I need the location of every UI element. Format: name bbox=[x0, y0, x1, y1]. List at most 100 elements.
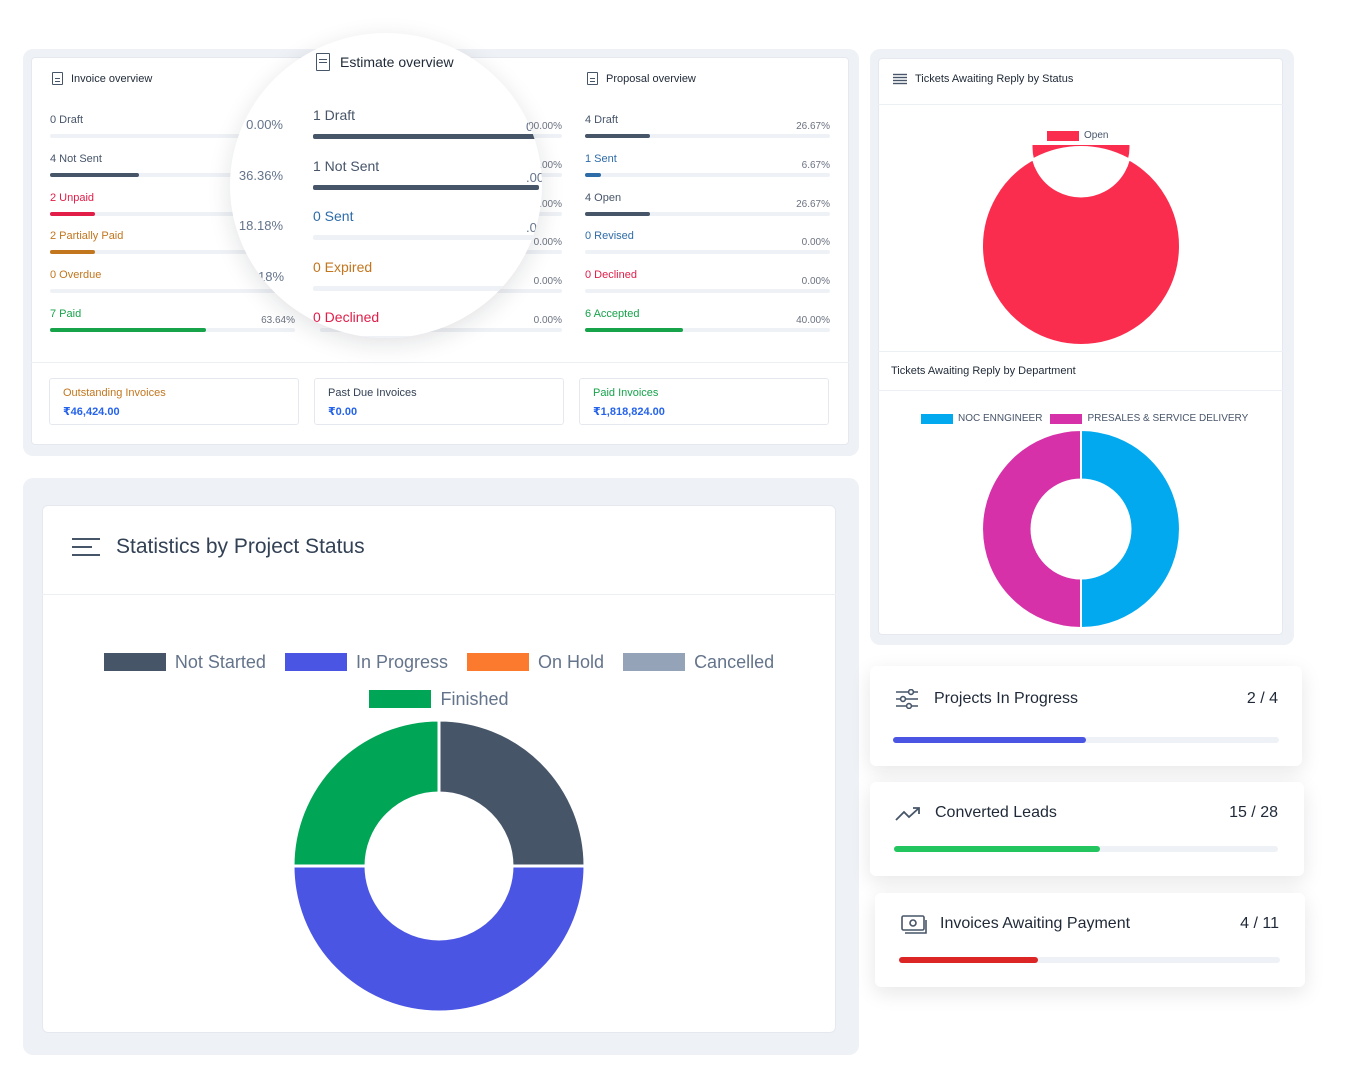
ticket-dept-slice-noc-enngineer[interactable] bbox=[1080, 428, 1181, 630]
invoices-awaiting-payment-card[interactable]: Invoices Awaiting Payment 4 / 11 bbox=[875, 893, 1305, 987]
invoices-progress-fill bbox=[899, 957, 1038, 963]
document-icon bbox=[52, 72, 63, 85]
proposal-row-pct: 6.67% bbox=[801, 159, 830, 171]
proposal-row-fill bbox=[585, 328, 683, 332]
proposal-row-label[interactable]: 1 Sent bbox=[585, 152, 617, 165]
past-due-invoices-box[interactable]: Past Due Invoices ₹0.00 bbox=[314, 378, 564, 425]
document-icon bbox=[316, 53, 330, 71]
proposal-row-fill bbox=[585, 134, 651, 138]
invoice-magnified-pct: 36.36% bbox=[238, 167, 283, 183]
legend-cancelled[interactable]: Cancelled bbox=[623, 645, 774, 679]
estimate-magnified-label[interactable]: 1 Not Sent bbox=[313, 157, 380, 174]
estimate-magnified-fill bbox=[313, 184, 539, 190]
estimate-overview-title: Estimate overview bbox=[316, 53, 454, 71]
estimate-row-pct: .00% bbox=[539, 198, 562, 210]
proposal-row-pct: 40.00% bbox=[796, 315, 830, 326]
proposal-row-pct: 0.00% bbox=[801, 276, 830, 288]
proposal-row-track bbox=[585, 211, 830, 216]
estimate-row-track bbox=[320, 328, 562, 332]
legend-swatch bbox=[467, 653, 529, 671]
proposal-overview-title: Proposal overview bbox=[587, 72, 696, 85]
tickets-department-title: Tickets Awaiting Reply by Department bbox=[891, 365, 1076, 377]
project-status-divider bbox=[42, 594, 836, 595]
proposal-row-label[interactable]: 4 Open bbox=[585, 191, 622, 204]
document-icon bbox=[587, 72, 598, 85]
legend-swatch-presales bbox=[1050, 413, 1083, 424]
invoice-row-label[interactable]: 4 Not Sent bbox=[50, 152, 102, 165]
proposal-row-track bbox=[585, 250, 830, 255]
projects-progress-track bbox=[893, 737, 1279, 743]
paid-invoices-label: Paid Invoices bbox=[593, 387, 659, 399]
tickets-department-donut bbox=[981, 428, 1181, 630]
legend-finished[interactable]: Finished bbox=[369, 682, 509, 716]
leads-progress-track bbox=[894, 846, 1278, 852]
estimate-magnified-pct: .00% bbox=[526, 220, 542, 235]
estimate-magnified-pct: 00.00% bbox=[526, 119, 542, 134]
outstanding-invoices-label: Outstanding Invoices bbox=[63, 387, 166, 399]
projects-progress-fill bbox=[893, 737, 1086, 743]
projects-in-progress-value: 2 / 4 bbox=[1246, 690, 1278, 707]
paid-invoices-value: ₹1,818,824.00 bbox=[593, 406, 665, 418]
legend-on-hold[interactable]: On Hold bbox=[467, 645, 604, 679]
estimate-magnified-label[interactable]: 0 Expired bbox=[313, 258, 373, 275]
sliders-icon bbox=[896, 689, 918, 709]
invoice-row-fill bbox=[50, 328, 206, 332]
proposal-row-label[interactable]: 0 Declined bbox=[585, 269, 637, 282]
legend-swatch-noc bbox=[921, 413, 953, 424]
estimate-row-pct: .00% bbox=[539, 159, 562, 171]
estimate-row-pct: 0.00% bbox=[533, 315, 562, 326]
invoice-magnified-pct: 0.00% bbox=[246, 117, 283, 132]
invoice-row-label[interactable]: 2 Unpaid bbox=[50, 191, 95, 204]
estimate-magnified-label[interactable]: 1 Draft bbox=[313, 107, 356, 123]
invoice-magnified-pct: 18% bbox=[258, 268, 285, 284]
trending-up-icon bbox=[895, 807, 920, 821]
converted-leads-value: 15 / 28 bbox=[1229, 804, 1278, 821]
project-status-slice-not-started[interactable] bbox=[437, 718, 587, 868]
invoice-row-label[interactable]: 0 Draft bbox=[50, 114, 84, 126]
invoice-row-label[interactable]: 0 Overdue bbox=[50, 269, 102, 282]
project-status-slice-in-progress[interactable] bbox=[291, 864, 587, 1014]
ticket-status-slice-open[interactable] bbox=[980, 145, 1181, 346]
estimate-magnified-fill bbox=[313, 134, 539, 139]
proposal-row-label[interactable]: 0 Revised bbox=[585, 230, 634, 243]
overview-divider bbox=[31, 362, 849, 363]
estimate-magnified-track bbox=[313, 235, 539, 240]
tickets-status-title: Tickets Awaiting Reply by Status bbox=[893, 73, 1073, 85]
estimate-magnified-label[interactable]: 0 Sent bbox=[313, 208, 354, 224]
estimate-row-pct: 0.00% bbox=[533, 237, 562, 249]
outstanding-invoices-box[interactable]: Outstanding Invoices ₹46,424.00 bbox=[49, 378, 299, 425]
past-due-invoices-label: Past Due Invoices bbox=[328, 387, 417, 399]
leads-progress-fill bbox=[894, 846, 1100, 852]
invoice-row-track bbox=[50, 172, 295, 177]
proposal-row-track bbox=[585, 172, 830, 177]
proposal-row-fill bbox=[585, 172, 602, 177]
paid-invoices-box[interactable]: Paid Invoices ₹1,818,824.00 bbox=[579, 378, 829, 425]
project-status-donut bbox=[291, 718, 587, 1014]
invoice-overview-title: Invoice overview bbox=[52, 72, 152, 85]
proposal-row-label[interactable]: 4 Draft bbox=[585, 114, 619, 126]
proposal-row-track bbox=[585, 328, 830, 332]
invoice-row-label[interactable]: 2 Partially Paid bbox=[50, 230, 124, 243]
projects-in-progress-card[interactable]: Projects In Progress 2 / 4 bbox=[870, 666, 1302, 766]
legend-in-progress[interactable]: In Progress bbox=[284, 645, 448, 679]
converted-leads-card[interactable]: Converted Leads 15 / 28 bbox=[870, 782, 1304, 876]
ticket-dept-slice-presales-service-delivery[interactable] bbox=[981, 428, 1082, 630]
tickets-department-legend: NOC ENNGINEER PRESALES & SERVICE DELIVER… bbox=[921, 413, 1248, 424]
legend-not-started[interactable]: Not Started bbox=[103, 645, 266, 679]
invoice-row-fill bbox=[50, 250, 95, 255]
tickets-divider bbox=[878, 104, 1283, 105]
outstanding-invoices-value: ₹46,424.00 bbox=[63, 406, 120, 418]
estimate-magnified-label[interactable]: 0 Declined bbox=[313, 309, 380, 325]
estimate-magnified-track bbox=[313, 184, 539, 190]
estimate-magnified-pct: .00% bbox=[526, 169, 542, 185]
project-status-slice-finished[interactable] bbox=[291, 718, 441, 868]
proposal-row-pct: 26.67% bbox=[796, 121, 830, 132]
estimate-row-pct: 00.00% bbox=[528, 121, 562, 132]
invoice-row-label[interactable]: 7 Paid bbox=[50, 308, 82, 320]
proposal-row-label[interactable]: 6 Accepted bbox=[585, 308, 640, 320]
invoices-awaiting-payment-value: 4 / 11 bbox=[1240, 915, 1279, 932]
tickets-status-donut bbox=[980, 145, 1181, 346]
legend-swatch bbox=[103, 653, 166, 671]
legend-swatch bbox=[369, 690, 432, 708]
estimate-magnified-track bbox=[313, 285, 539, 291]
